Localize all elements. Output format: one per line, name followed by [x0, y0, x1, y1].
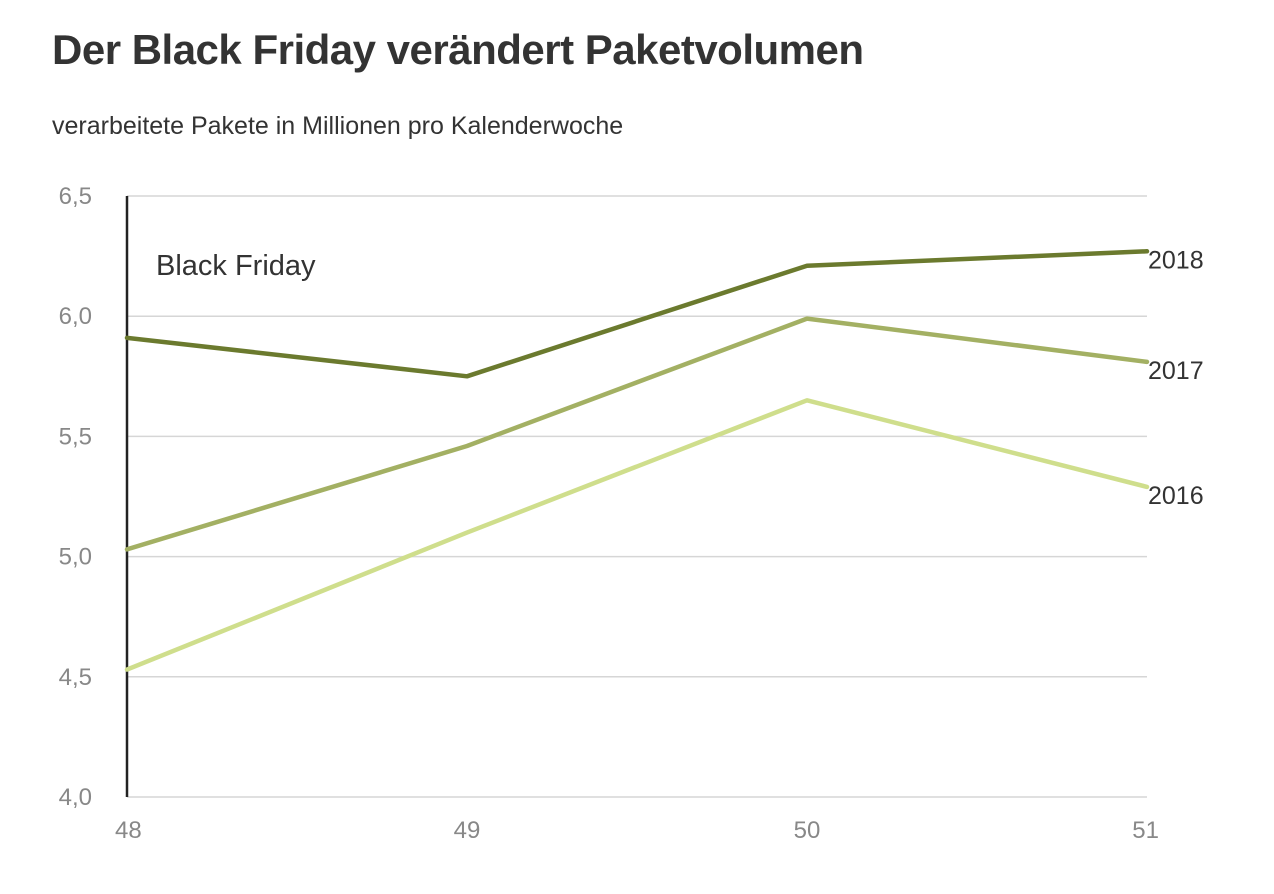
x-tick-label: 49 [454, 817, 481, 844]
y-tick-label: 6,5 [59, 183, 92, 210]
y-tick-label: 4,5 [59, 664, 92, 691]
x-axis: 48 49 50 51 [115, 817, 1159, 844]
series-labels: 2018 2017 2016 [1148, 246, 1204, 510]
series-label-2017: 2017 [1148, 357, 1204, 385]
y-tick-label: 4,0 [59, 784, 92, 811]
series-lines [124, 249, 1150, 672]
y-tick-label: 5,5 [59, 423, 92, 450]
x-tick-label: 51 [1132, 817, 1159, 844]
gridlines [127, 195, 1147, 798]
x-tick-label: 50 [794, 817, 821, 844]
y-tick-label: 5,0 [59, 544, 92, 571]
y-axis: 4,0 4,5 5,0 5,5 6,0 6,5 [59, 183, 92, 811]
chart-title: Der Black Friday verändert Paketvolumen [52, 26, 864, 73]
chart-subtitle: verarbeitete Pakete in Millionen pro Kal… [52, 112, 624, 140]
black-friday-annotation: Black Friday [125, 196, 316, 797]
black-friday-label: Black Friday [156, 250, 316, 282]
series-label-2016: 2016 [1148, 482, 1204, 510]
series-line-2018 [124, 249, 1150, 379]
x-tick-label: 48 [115, 817, 142, 844]
y-tick-label: 6,0 [59, 303, 92, 330]
series-line-2016 [124, 398, 1150, 672]
series-line-2017 [124, 316, 1150, 552]
series-label-2018: 2018 [1148, 246, 1204, 274]
